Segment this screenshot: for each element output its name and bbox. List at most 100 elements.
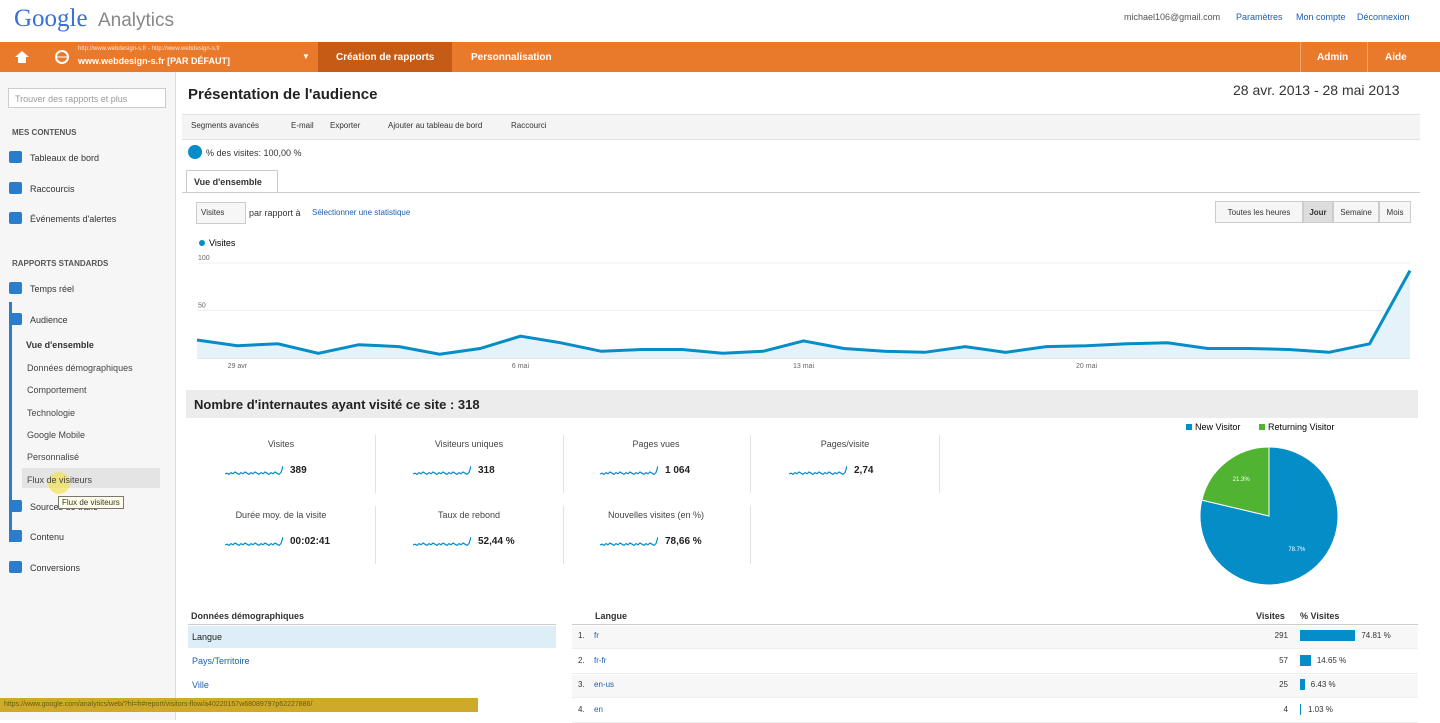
toolbar-button[interactable]: Ajouter au tableau de bord <box>388 121 483 130</box>
nav-bar: http://www.webdesign-s.fr - http://www.w… <box>0 42 1440 72</box>
row-bg <box>572 699 1418 723</box>
toolbar-button[interactable]: Exporter <box>330 121 361 130</box>
cursor-highlight <box>48 472 70 494</box>
header-line <box>188 624 556 625</box>
metric-label: Pages vues <box>632 439 680 449</box>
pie-slice <box>1201 446 1270 517</box>
active-tab-bg <box>318 42 452 72</box>
share-bar <box>1300 630 1356 641</box>
line <box>196 269 1412 356</box>
logo-product[interactable]: Analytics <box>98 10 175 31</box>
period-button[interactable]: Semaine <box>1333 201 1379 223</box>
nav-item[interactable]: Audience <box>30 315 68 325</box>
date-range[interactable]: 28 avr. 2013 - 28 mai 2013 <box>1233 82 1400 98</box>
header-link[interactable]: Mon compte <box>1296 12 1346 22</box>
search-box[interactable]: Trouver des rapports et plus <box>8 88 166 108</box>
nav-item[interactable]: Conversions <box>30 563 81 573</box>
legend-swatch <box>1259 424 1265 430</box>
dropdown-arrow[interactable]: ▼ <box>302 52 310 61</box>
nav-item[interactable]: Contenu <box>30 532 65 542</box>
status-bar: https://www.google.com/analytics/web/?hl… <box>0 698 478 712</box>
table-header: Visites <box>1256 611 1285 621</box>
nav-item[interactable]: Raccourcis <box>30 184 75 194</box>
demo-link[interactable]: Ville <box>192 680 209 690</box>
slice-label: 78.7% <box>1288 547 1306 553</box>
x-tick-label: 13 mai <box>793 363 814 370</box>
row-lang[interactable]: fr <box>594 631 599 640</box>
slice-label: 21.3% <box>1233 477 1251 483</box>
toolbar-button[interactable]: Raccourci <box>511 121 547 130</box>
nav-tab[interactable]: Création de rapports <box>336 52 435 63</box>
row-share: 6.43 % <box>1310 680 1336 689</box>
nav-item[interactable]: Événements d'alertes <box>30 214 117 224</box>
row-visits: 4 <box>1283 704 1288 714</box>
row-share: 14.65 % <box>1316 655 1347 665</box>
nav-subitem[interactable]: Google Mobile <box>27 429 86 440</box>
select-stat[interactable]: Sélectionner une statistique <box>312 208 411 217</box>
demo-link[interactable]: Pays/Territoire <box>192 656 250 666</box>
account-url: http://www.webdesign-s.fr - http://www.w… <box>78 46 221 52</box>
nav-subitem[interactable]: Flux de visiteurs <box>27 474 93 485</box>
row-lang[interactable]: en <box>594 704 603 714</box>
divider <box>1367 42 1368 72</box>
header-link[interactable]: Paramètres <box>1236 12 1283 22</box>
account-profile[interactable]: www.webdesign-s.fr [PAR DÉFAUT] <box>78 56 231 66</box>
section-header: Données démographiques <box>191 611 305 621</box>
tab[interactable] <box>186 170 278 193</box>
row-bg <box>572 675 1418 698</box>
nav-icon <box>9 530 22 542</box>
sparkline <box>413 536 471 547</box>
top-header: Google Analytics michael106@gmail.com <box>0 0 1440 42</box>
section-heading: MES CONTENUS <box>12 128 77 137</box>
header-line <box>572 624 1418 625</box>
section-heading: RAPPORTS STANDARDS <box>12 259 109 268</box>
period-button[interactable]: Mois <box>1379 201 1411 223</box>
row-rank: 1. <box>578 631 585 640</box>
sparkline <box>225 465 283 476</box>
nav-right-link[interactable]: Aide <box>1385 52 1407 63</box>
row-share: 74.81 % <box>1361 631 1391 640</box>
metric-label: Pages/visite <box>820 439 870 449</box>
share-bar <box>1300 679 1305 690</box>
nav-right-link[interactable]: Admin <box>1317 52 1349 63</box>
metric-value: 318 <box>478 465 495 476</box>
demo-link[interactable]: Langue <box>192 632 223 642</box>
nav-tab[interactable]: Personnalisation <box>471 52 552 63</box>
nav-subitem[interactable]: Données démographiques <box>27 363 133 373</box>
metric-select[interactable] <box>196 202 246 224</box>
segment-icon <box>188 145 202 159</box>
header-link[interactable]: Déconnexion <box>1357 12 1410 22</box>
nav-subitem[interactable]: Technologie <box>27 407 76 418</box>
toolbar-button[interactable]: E-mail <box>291 121 314 130</box>
nav-item[interactable]: Temps réel <box>30 284 75 294</box>
nav-icon <box>9 151 22 163</box>
divider <box>375 435 376 493</box>
toolbar <box>182 114 1420 140</box>
metric-label: Durée moy. de la visite <box>235 510 327 520</box>
status-url: https://www.google.com/analytics/web/?hl… <box>4 701 313 708</box>
row-lang[interactable]: fr-fr <box>594 655 607 665</box>
nav-item[interactable]: Tableaux de bord <box>30 153 100 163</box>
metric-label: Nouvelles visites (en %) <box>607 510 705 520</box>
period-button[interactable]: Jour <box>1303 201 1333 223</box>
row-lang[interactable]: en-us <box>594 680 615 689</box>
metric-value: 52,44 % <box>478 536 515 547</box>
active-indicator <box>9 302 12 542</box>
sparkline-path <box>600 536 658 547</box>
divider <box>375 506 376 564</box>
tab-line <box>182 192 1420 193</box>
nav-subitem[interactable]: Comportement <box>27 385 87 396</box>
period-button[interactable]: Toutes les heures <box>1215 201 1303 223</box>
sparkline <box>789 465 847 476</box>
divider <box>1300 42 1301 72</box>
home-icon[interactable] <box>14 49 30 65</box>
nav-icon <box>9 282 22 294</box>
legend-swatch <box>199 240 205 246</box>
summary-title: Nombre d'internautes ayant visité ce sit… <box>194 397 480 412</box>
toolbar-button[interactable]: Segments avancés <box>191 121 260 130</box>
nav-subitem[interactable]: Vue d'ensemble <box>26 340 94 350</box>
x-tick-label: 6 mai <box>512 363 530 370</box>
nav-subitem[interactable]: Personnalisé <box>27 452 80 463</box>
logo-google[interactable]: Google <box>14 5 88 32</box>
